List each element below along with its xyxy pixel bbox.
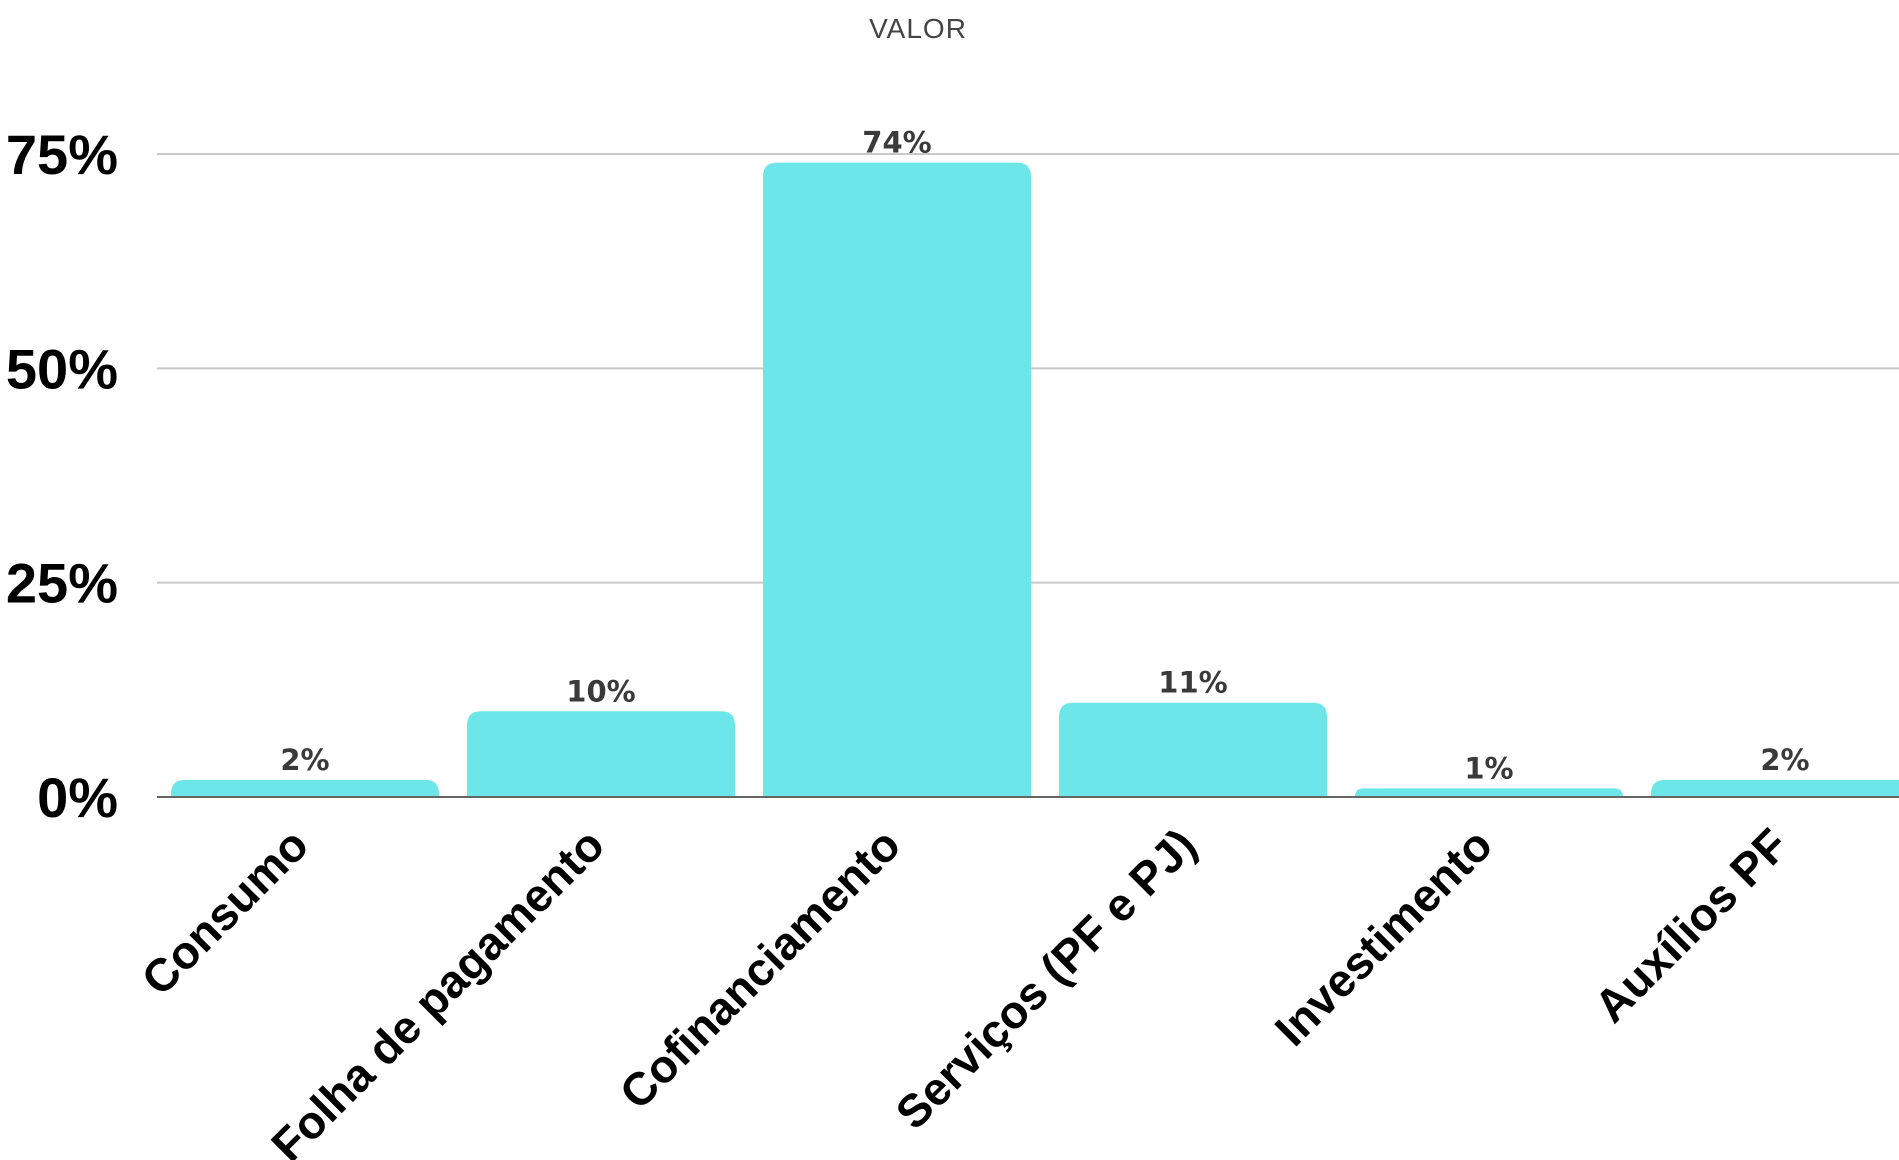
x-tick-label: Consumo [131, 818, 318, 1005]
y-tick-label: 25% [6, 552, 118, 615]
bar [1651, 779, 1899, 797]
bar [1355, 788, 1623, 797]
bars [171, 162, 1899, 797]
bar [467, 711, 735, 797]
x-tick-label: Serviços (PF e PJ) [885, 818, 1206, 1139]
x-tick-label: Investimento [1265, 818, 1502, 1055]
legend-title: VALOR [869, 13, 967, 44]
bar [1059, 702, 1327, 797]
bar [171, 779, 439, 797]
x-tick-label: Cofinanciamento [609, 818, 910, 1119]
data-label: 74% [862, 126, 931, 160]
y-axis-ticks: 0% 25% 50% 75% [6, 123, 118, 829]
bar [763, 162, 1031, 797]
x-tick-label: Folha de pagamento [261, 818, 614, 1160]
data-label: 2% [280, 743, 329, 777]
y-tick-label: 0% [37, 766, 118, 829]
data-label: 11% [1158, 666, 1227, 700]
x-tick-label: Auxílios PF [1584, 818, 1798, 1032]
y-tick-label: 50% [6, 337, 118, 400]
data-label: 2% [1760, 743, 1809, 777]
data-label: 10% [566, 674, 635, 708]
data-label: 1% [1464, 751, 1513, 785]
data-labels: 2% 10% 74% 11% 1% 2% [280, 126, 1809, 786]
y-tick-label: 75% [6, 123, 118, 186]
